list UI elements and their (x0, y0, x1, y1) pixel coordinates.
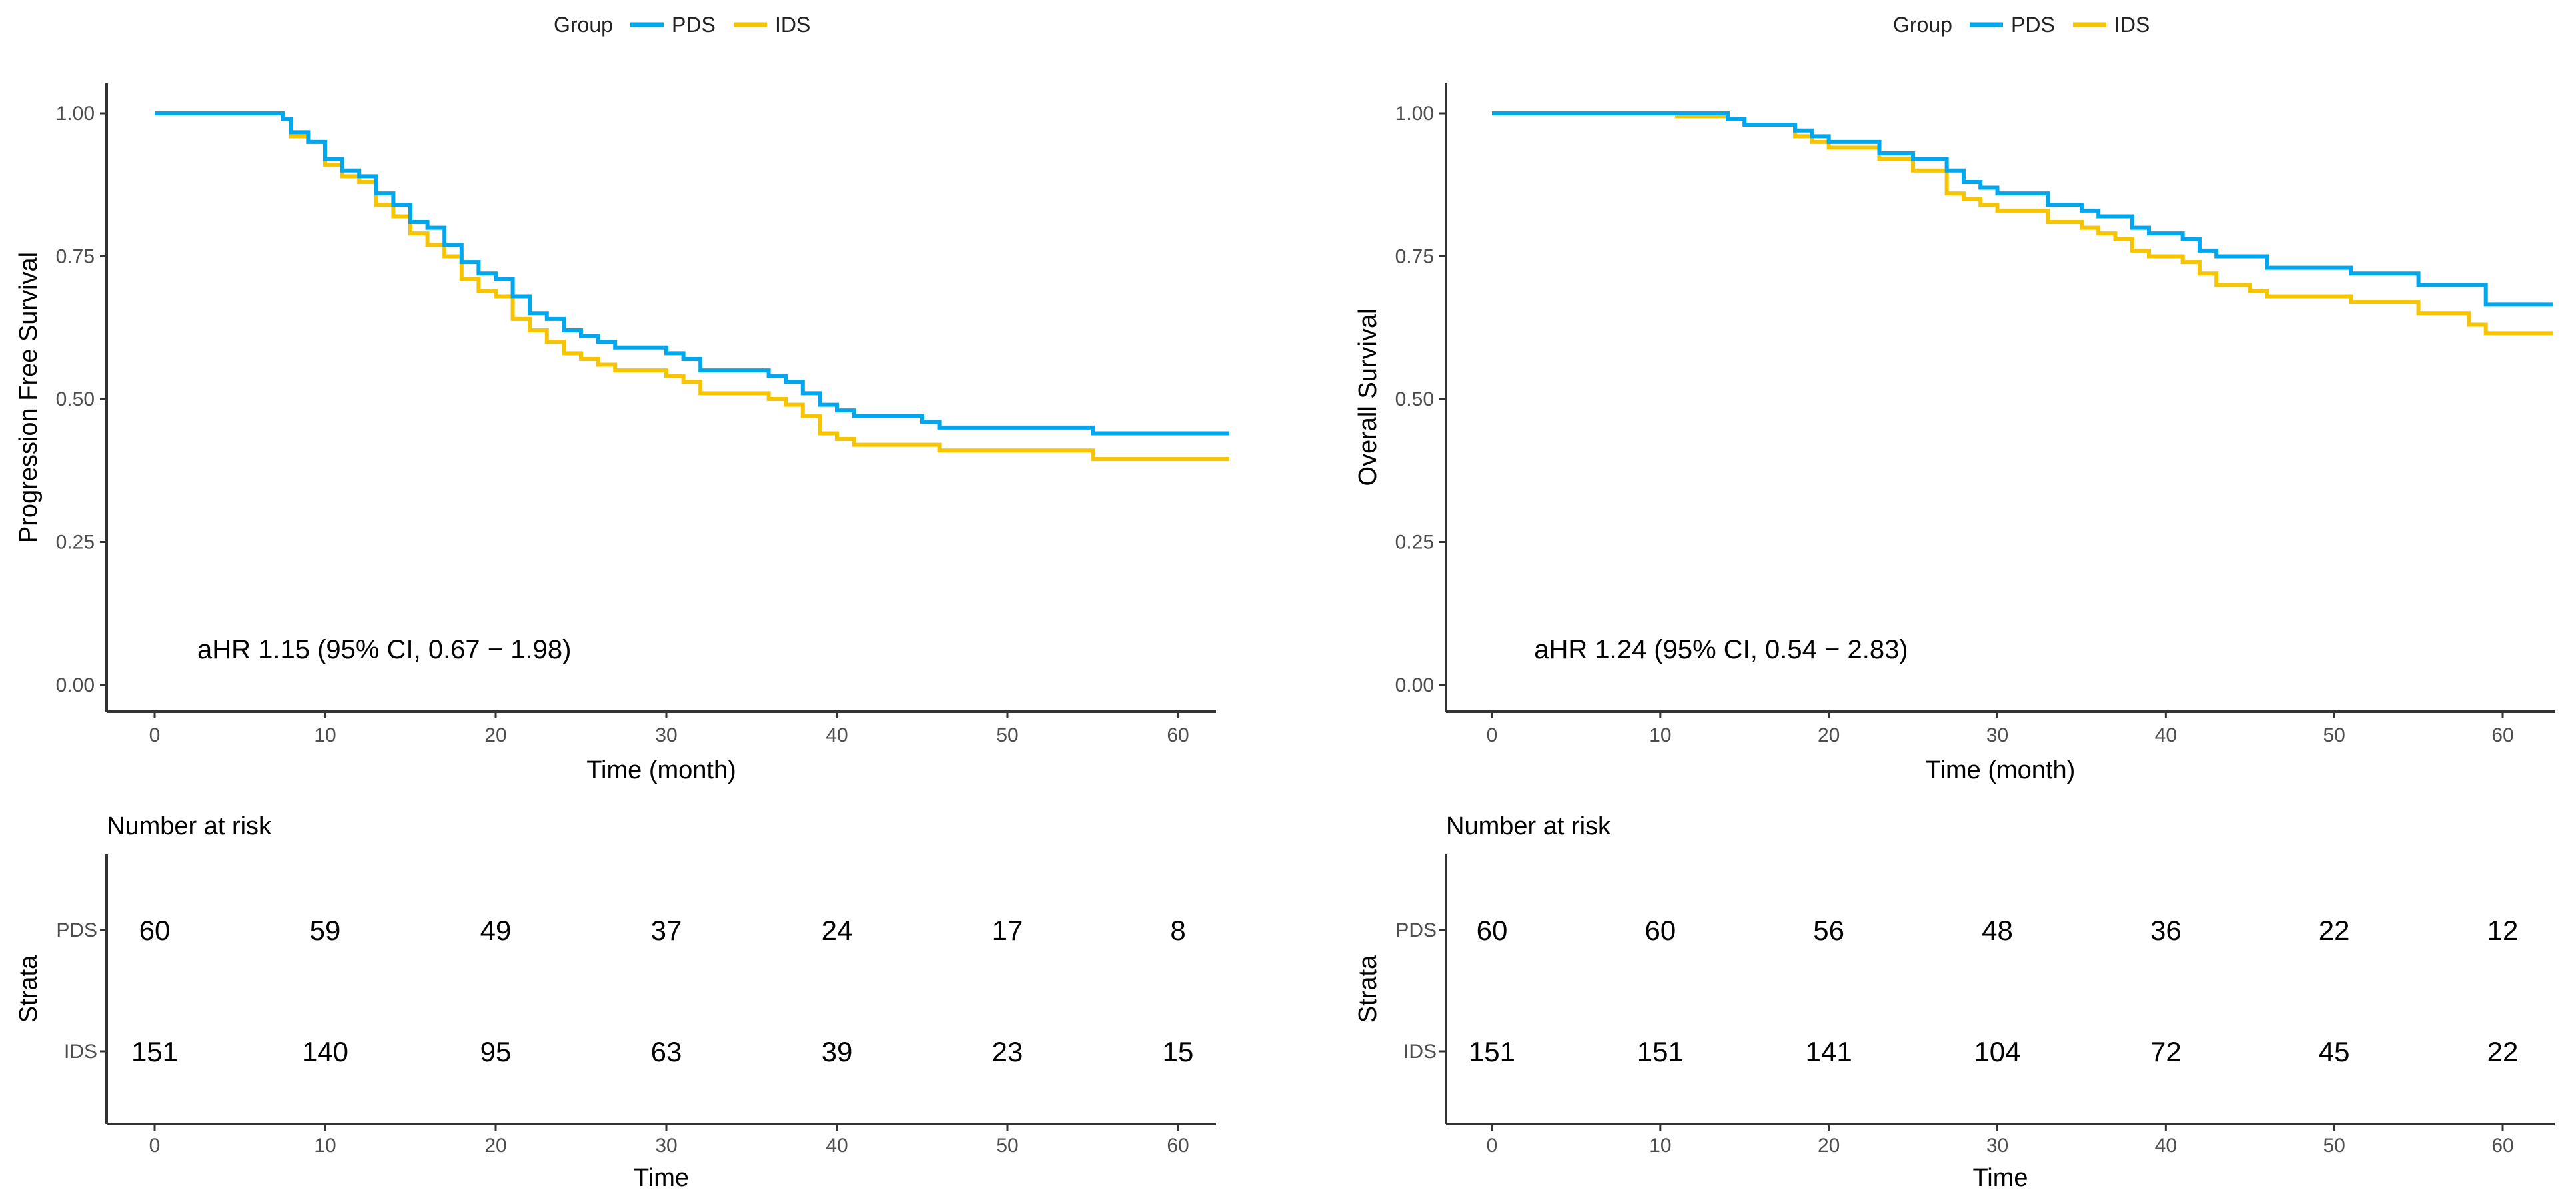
x-tick-label: 0 (1487, 724, 1498, 746)
y-tick-label: 0.25 (1395, 532, 1434, 554)
risk-table-title: Number at risk (1446, 812, 1611, 840)
risk-count: 141 (1806, 1036, 1852, 1067)
risk-count: 63 (651, 1036, 682, 1067)
risk-count: 60 (1477, 915, 1508, 946)
risk-count: 8 (1170, 915, 1185, 946)
x-tick-label: 10 (1649, 724, 1671, 746)
y-tick-label: 0.50 (56, 388, 95, 410)
risk-x-tick-label: 0 (1487, 1135, 1498, 1157)
risk-count: 59 (310, 915, 341, 946)
x-tick-label: 20 (484, 724, 506, 746)
hazard-ratio-annotation: aHR 1.24 (95% CI, 0.54 − 2.83) (1534, 635, 1908, 664)
risk-count: 36 (2150, 915, 2182, 946)
x-tick-label: 40 (826, 724, 848, 746)
risk-y-axis-title: Strata (1354, 955, 1382, 1023)
risk-count: 22 (2319, 915, 2350, 946)
legend: Group PDS IDS (1893, 13, 2150, 37)
x-tick-label: 60 (2491, 724, 2513, 746)
x-tick-label: 40 (2155, 724, 2177, 746)
risk-count: 48 (1982, 915, 2013, 946)
risk-x-tick-label: 20 (484, 1135, 506, 1157)
panel-1: Group PDS IDS 0.00 0.25 0.50 0.75 1.00 0 10 20 30 40… (15, 13, 1229, 1192)
x-axis-title: Time (month) (1926, 756, 2076, 784)
risk-count: 151 (1469, 1036, 1515, 1067)
risk-count: 72 (2150, 1036, 2182, 1067)
risk-row-label-ids: IDS (1403, 1041, 1437, 1063)
risk-x-tick-label: 60 (2491, 1135, 2513, 1157)
risk-count: 24 (822, 915, 853, 946)
y-tick-label: 1.00 (56, 103, 95, 125)
risk-x-tick-label: 30 (1986, 1135, 2008, 1157)
risk-x-tick-label: 60 (1167, 1135, 1189, 1157)
legend-label-ids: IDS (2114, 13, 2150, 37)
risk-row-label-pds: PDS (1395, 919, 1437, 941)
x-tick-label: 0 (149, 724, 161, 746)
x-tick-label: 20 (1818, 724, 1840, 746)
x-tick-label: 50 (996, 724, 1018, 746)
risk-x-tick-label: 0 (149, 1135, 161, 1157)
risk-y-axis-title: Strata (15, 955, 43, 1023)
risk-count: 23 (992, 1036, 1023, 1067)
risk-row-label-pds: PDS (56, 919, 97, 941)
risk-row-label-ids: IDS (64, 1041, 97, 1063)
risk-x-tick-label: 20 (1818, 1135, 1840, 1157)
risk-x-tick-label: 40 (2155, 1135, 2177, 1157)
legend-title: Group (1893, 13, 1952, 37)
risk-x-tick-label: 10 (314, 1135, 336, 1157)
y-tick-label: 0.00 (56, 674, 95, 696)
y-axis-title: Progression Free Survival (15, 252, 43, 543)
risk-count: 151 (131, 1036, 178, 1067)
risk-count: 56 (1813, 915, 1844, 946)
y-axis-title: Overall Survival (1354, 308, 1382, 486)
legend-label-pds: PDS (2011, 13, 2055, 37)
y-tick-label: 0.75 (56, 246, 95, 268)
risk-x-tick-label: 30 (655, 1135, 677, 1157)
risk-table-title: Number at risk (107, 812, 272, 840)
curve-pds (155, 111, 1229, 436)
risk-count: 140 (302, 1036, 348, 1067)
x-tick-label: 50 (2323, 724, 2345, 746)
risk-count: 17 (992, 915, 1023, 946)
risk-x-axis-title: Time (634, 1164, 689, 1192)
x-tick-label: 10 (314, 724, 336, 746)
risk-count: 22 (2487, 1036, 2519, 1067)
hazard-ratio-annotation: aHR 1.15 (95% CI, 0.67 − 1.98) (197, 635, 571, 664)
risk-x-tick-label: 50 (2323, 1135, 2345, 1157)
panel-2: Group PDS IDS 0.00 0.25 0.50 0.75 1.00 0 10 20 30 40… (1354, 13, 2555, 1192)
y-tick-label: 0.25 (56, 532, 95, 554)
risk-count: 49 (480, 915, 512, 946)
risk-count: 12 (2487, 915, 2519, 946)
y-tick-label: 0.50 (1395, 388, 1434, 410)
risk-count: 39 (822, 1036, 853, 1067)
y-tick-label: 0.00 (1395, 674, 1434, 696)
risk-x-tick-label: 40 (826, 1135, 848, 1157)
risk-count: 15 (1163, 1036, 1194, 1067)
x-tick-label: 30 (1986, 724, 2008, 746)
risk-count: 37 (651, 915, 682, 946)
y-tick-label: 0.75 (1395, 246, 1434, 268)
legend-label-ids: IDS (775, 13, 810, 37)
risk-count: 151 (1637, 1036, 1684, 1067)
risk-x-tick-label: 50 (996, 1135, 1018, 1157)
curve-ids (1492, 111, 2553, 336)
risk-x-tick-label: 10 (1649, 1135, 1671, 1157)
x-tick-label: 60 (1167, 724, 1189, 746)
risk-count: 60 (139, 915, 171, 946)
risk-x-axis-title: Time (1972, 1164, 2028, 1192)
legend: Group PDS IDS (554, 13, 810, 37)
risk-count: 60 (1644, 915, 1676, 946)
legend-title: Group (554, 13, 613, 37)
x-tick-label: 30 (655, 724, 677, 746)
risk-count: 104 (1974, 1036, 2020, 1067)
curve-ids (155, 111, 1229, 462)
legend-label-pds: PDS (672, 13, 716, 37)
risk-count: 95 (480, 1036, 512, 1067)
y-tick-label: 1.00 (1395, 103, 1434, 125)
curve-pds (1492, 111, 2553, 307)
x-axis-title: Time (month) (586, 756, 736, 784)
risk-count: 45 (2319, 1036, 2350, 1067)
